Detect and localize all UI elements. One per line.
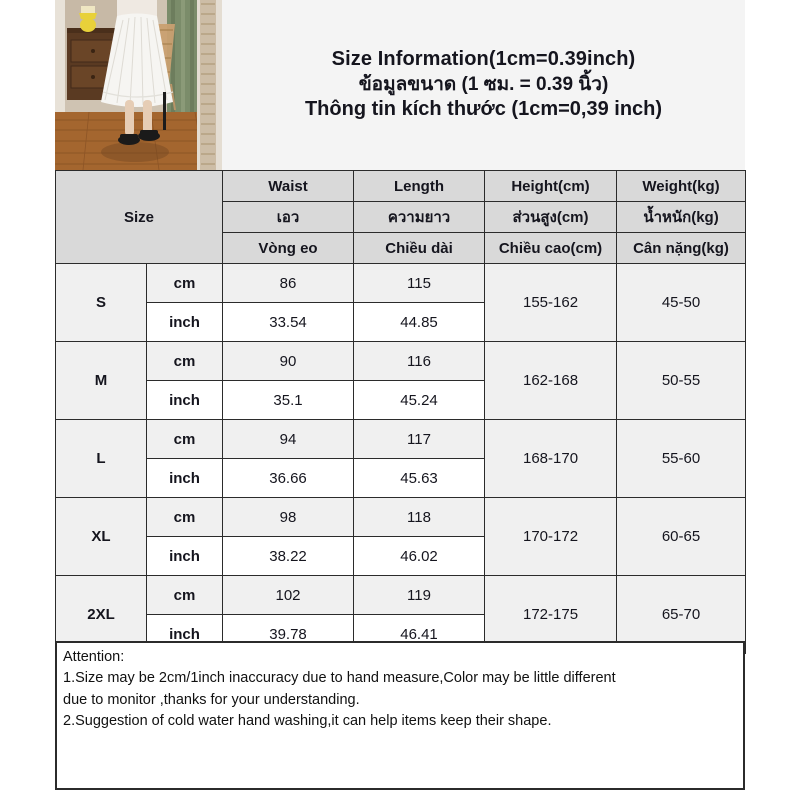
unit-label-cm: cm bbox=[145, 341, 224, 381]
table-row: XL cm 98 118 170-172 60-65 bbox=[55, 497, 747, 576]
weight-range-m: 50-55 bbox=[616, 341, 747, 420]
header-length-vietnamese: Chiều dài bbox=[353, 232, 486, 264]
height-range-m: 162-168 bbox=[484, 341, 618, 420]
length-inch-m: 45.24 bbox=[353, 380, 486, 420]
length-cm-s: 115 bbox=[353, 263, 486, 303]
unit-label-cm: cm bbox=[145, 575, 224, 615]
waist-inch-xl: 38.22 bbox=[222, 536, 355, 576]
height-range-l: 168-170 bbox=[484, 419, 618, 498]
length-cm-2xl: 119 bbox=[353, 575, 486, 615]
unit-label-inch: inch bbox=[145, 536, 224, 576]
title-block: Size Information(1cm=0.39inch) ข้อมูลขนา… bbox=[222, 0, 745, 170]
table-row: inch 38.22 46.02 bbox=[56, 536, 746, 576]
weight-range-2xl: 65-70 bbox=[616, 575, 747, 654]
product-photo-illustration bbox=[55, 0, 222, 170]
table-row: 2XL cm 102 119 172-175 65-70 bbox=[55, 575, 747, 654]
table-row: M cm 90 116 162-168 50-55 bbox=[55, 341, 747, 420]
title-vietnamese: Thông tin kích thước (1cm=0,39 inch) bbox=[304, 98, 663, 121]
table-row: S cm 86 115 155-162 45-50 bbox=[55, 263, 747, 342]
attention-note: Attention: 1.Size may be 2cm/1inch inacc… bbox=[55, 641, 745, 790]
product-photo bbox=[55, 0, 224, 170]
length-inch-l: 45.63 bbox=[353, 458, 486, 498]
waist-cm-m: 90 bbox=[222, 341, 355, 381]
header-waist-english: Waist bbox=[222, 170, 355, 202]
unit-label-inch: inch bbox=[145, 380, 224, 420]
header-weight-thai: น้ำหนัก(kg) bbox=[616, 201, 747, 233]
header-weight-vietnamese: Cân nặng(kg) bbox=[616, 232, 747, 264]
table-header-row-english: Size Waist Length Height(cm) Weight(kg) bbox=[54, 170, 747, 264]
weight-range-l: 55-60 bbox=[616, 419, 747, 498]
header-waist-vietnamese: Vòng eo bbox=[222, 232, 355, 264]
waist-inch-m: 35.1 bbox=[222, 380, 355, 420]
waist-cm-l: 94 bbox=[222, 419, 355, 459]
header-height-vietnamese: Chiều cao(cm) bbox=[484, 232, 618, 264]
table-row: inch 35.1 45.24 bbox=[56, 380, 746, 420]
header-weight-english: Weight(kg) bbox=[616, 170, 747, 202]
waist-cm-2xl: 102 bbox=[222, 575, 355, 615]
title-thai: ข้อมูลขนาด (1 ซม. = 0.39 นิ้ว) bbox=[358, 73, 609, 95]
size-label-m: M bbox=[55, 341, 147, 420]
waist-inch-l: 36.66 bbox=[222, 458, 355, 498]
table-row: inch 36.66 45.63 bbox=[56, 458, 746, 498]
weight-range-s: 45-50 bbox=[616, 263, 747, 342]
waist-cm-xl: 98 bbox=[222, 497, 355, 537]
header-size-label: Size bbox=[54, 170, 224, 264]
attention-line-3: 2.Suggestion of cold water hand washing,… bbox=[63, 712, 552, 729]
weight-range-xl: 60-65 bbox=[616, 497, 747, 576]
size-label-l: L bbox=[55, 419, 147, 498]
height-range-xl: 170-172 bbox=[484, 497, 618, 576]
size-chart-table: Size Waist Length Height(cm) Weight(kg) … bbox=[54, 170, 747, 654]
size-label-s: S bbox=[55, 263, 147, 342]
unit-label-cm: cm bbox=[145, 263, 224, 303]
waist-inch-s: 33.54 bbox=[222, 302, 355, 342]
length-inch-s: 44.85 bbox=[353, 302, 486, 342]
attention-heading: Attention: bbox=[63, 649, 125, 665]
size-label-xl: XL bbox=[55, 497, 147, 576]
unit-label-inch: inch bbox=[145, 302, 224, 342]
header-height-english: Height(cm) bbox=[484, 170, 618, 202]
header-length-thai: ความยาว bbox=[353, 201, 486, 233]
title-english: Size Information(1cm=0.39inch) bbox=[331, 48, 636, 71]
length-inch-xl: 46.02 bbox=[353, 536, 486, 576]
header-length-english: Length bbox=[353, 170, 486, 202]
attention-line-1: 1.Size may be 2cm/1inch inaccuracy due t… bbox=[63, 670, 616, 687]
table-row: inch 33.54 44.85 bbox=[56, 302, 746, 342]
table-row: L cm 94 117 168-170 55-60 bbox=[55, 419, 747, 498]
length-cm-l: 117 bbox=[353, 419, 486, 459]
attention-line-2: due to monitor ,thanks for your understa… bbox=[63, 691, 360, 708]
header-height-thai: ส่วนสูง(cm) bbox=[484, 201, 618, 233]
header-waist-thai: เอว bbox=[222, 201, 355, 233]
unit-label-cm: cm bbox=[145, 419, 224, 459]
length-cm-xl: 118 bbox=[353, 497, 486, 537]
waist-cm-s: 86 bbox=[222, 263, 355, 303]
height-range-s: 155-162 bbox=[484, 263, 618, 342]
header-area: Size Information(1cm=0.39inch) ข้อมูลขนา… bbox=[55, 0, 745, 170]
unit-label-cm: cm bbox=[145, 497, 224, 537]
table-header-row-thai: เอว ความยาว ส่วนสูง(cm) น้ำหนัก(kg) bbox=[56, 201, 747, 233]
length-cm-m: 116 bbox=[353, 341, 486, 381]
unit-label-inch: inch bbox=[145, 458, 224, 498]
